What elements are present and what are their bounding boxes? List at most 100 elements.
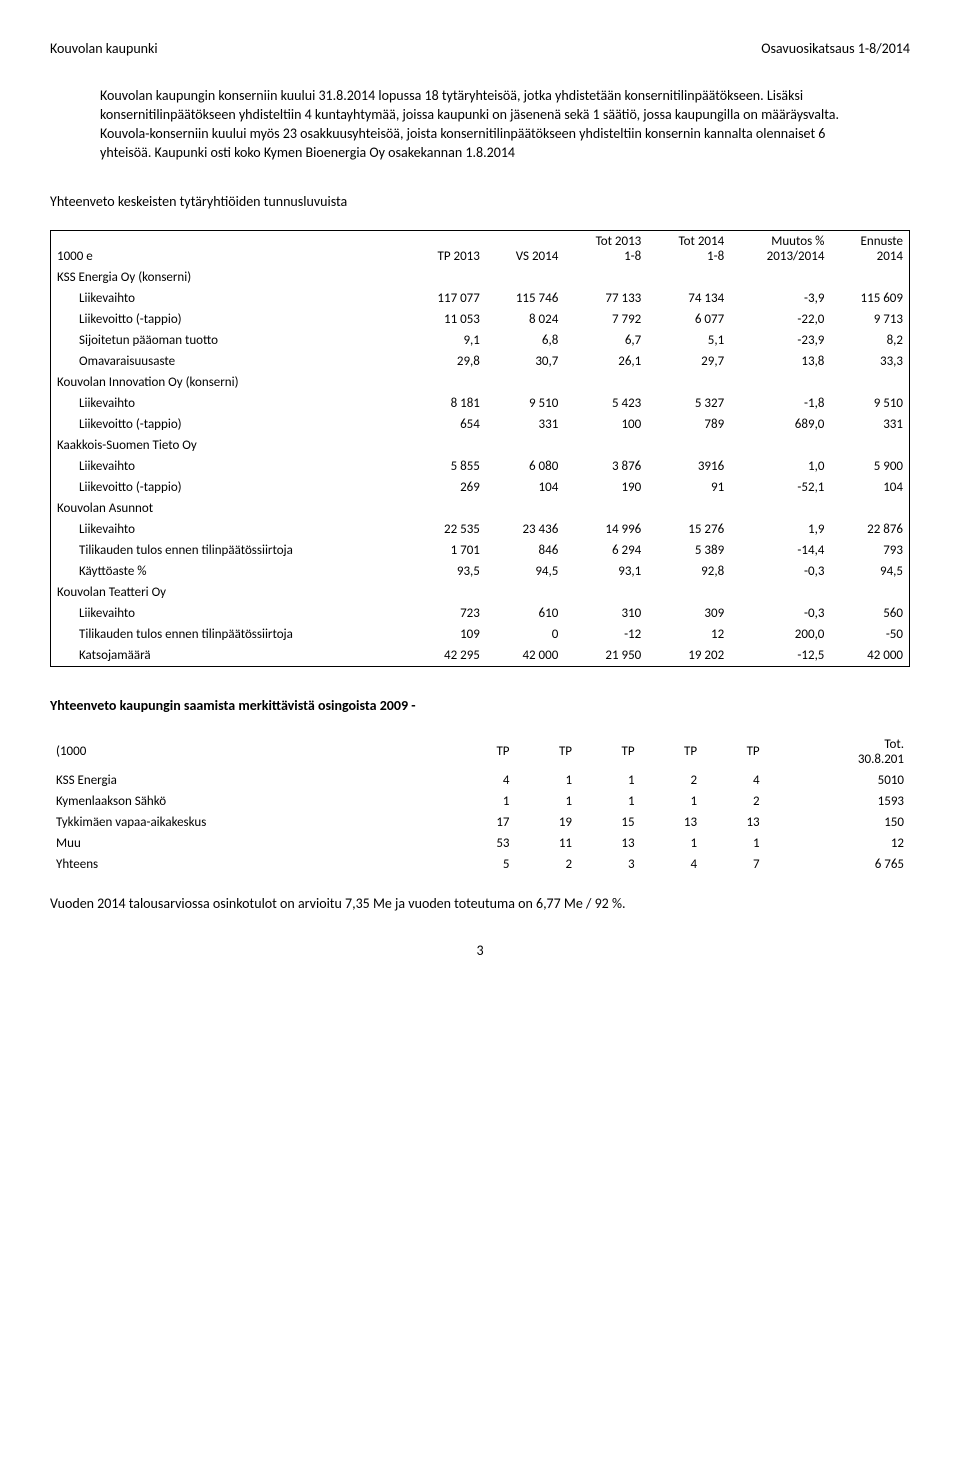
div-col-header: TP <box>703 734 766 770</box>
cell-value: 77 133 <box>564 288 647 309</box>
cell-value: 8 181 <box>408 393 486 414</box>
dividends-cell: 1 <box>578 791 641 812</box>
cell-value: 1,0 <box>730 456 830 477</box>
row-label: Sijoitetun pääoman tuotto <box>51 330 408 351</box>
cell-value: 5 423 <box>564 393 647 414</box>
cell-value: 42 000 <box>830 645 909 667</box>
table-row: Tilikauden tulos ennen tilinpäätössiirto… <box>51 624 910 645</box>
dividends-cell: 12 <box>766 833 910 854</box>
cell-value: 8,2 <box>830 330 909 351</box>
cell-value: -12,5 <box>730 645 830 667</box>
dividends-header-row: (1000TPTPTPTPTPTot. 30.8.201 <box>50 734 910 770</box>
cell-value: -22,0 <box>730 309 830 330</box>
cell-value: 19 202 <box>647 645 730 667</box>
cell-value: 9 510 <box>830 393 909 414</box>
div-col-header: TP <box>516 734 579 770</box>
div-col-header: TP <box>578 734 641 770</box>
cell-value: -50 <box>830 624 909 645</box>
cell-value: 100 <box>564 414 647 435</box>
div-col-header: (1000 <box>50 734 453 770</box>
cell-value: 3 876 <box>564 456 647 477</box>
div-col-header: TP <box>453 734 516 770</box>
cell-value: 115 609 <box>830 288 909 309</box>
dividends-cell: 19 <box>516 812 579 833</box>
dividends-cell: 13 <box>703 812 766 833</box>
cell-value: 723 <box>408 603 486 624</box>
summary-title: Yhteenveto keskeisten tytäryhtiöiden tun… <box>50 193 910 210</box>
cell-value: 1,9 <box>730 519 830 540</box>
page-header: Kouvolan kaupunki Osavuosikatsaus 1-8/20… <box>50 40 910 57</box>
dividends-cell: 4 <box>641 854 704 875</box>
cell-value: 6,7 <box>564 330 647 351</box>
cell-value: 1 701 <box>408 540 486 561</box>
table-row: Liikevoitto (-tappio)11 0538 0247 7926 0… <box>51 309 910 330</box>
col-muutos: Muutos % 2013/2014 <box>730 230 830 267</box>
table-row: Liikevaihto723610310309-0,3560 <box>51 603 910 624</box>
row-label: Liikevaihto <box>51 519 408 540</box>
cell-value: 269 <box>408 477 486 498</box>
cell-value: 789 <box>647 414 730 435</box>
dividends-cell: 150 <box>766 812 910 833</box>
dividends-cell: 1 <box>578 770 641 791</box>
dividends-cell: 3 <box>578 854 641 875</box>
row-label: Liikevoitto (-tappio) <box>51 414 408 435</box>
cell-value: 42 295 <box>408 645 486 667</box>
dividends-cell: 1 <box>516 770 579 791</box>
cell-value: 21 950 <box>564 645 647 667</box>
group-title-row: Kouvolan Innovation Oy (konserni) <box>51 372 910 393</box>
table-row: Sijoitetun pääoman tuotto9,16,86,75,1-23… <box>51 330 910 351</box>
cell-value: -12 <box>564 624 647 645</box>
cell-value: 846 <box>486 540 564 561</box>
header-right: Osavuosikatsaus 1-8/2014 <box>761 40 910 57</box>
col-vs2014: VS 2014 <box>486 230 564 267</box>
dividends-cell: 11 <box>516 833 579 854</box>
dividends-cell: 1 <box>453 791 516 812</box>
row-label: Tilikauden tulos ennen tilinpäätössiirto… <box>51 540 408 561</box>
dividends-cell: 1 <box>516 791 579 812</box>
cell-value: 94,5 <box>486 561 564 582</box>
dividends-cell: 1 <box>641 833 704 854</box>
cell-value: 654 <box>408 414 486 435</box>
cell-value: 0 <box>486 624 564 645</box>
cell-value: 5 389 <box>647 540 730 561</box>
group-title: Kouvolan Teatteri Oy <box>51 582 910 603</box>
dividends-cell: 17 <box>453 812 516 833</box>
group-title-row: Kaakkois-Suomen Tieto Oy <box>51 435 910 456</box>
cell-value: 14 996 <box>564 519 647 540</box>
dividends-row: KSS Energia411245010 <box>50 770 910 791</box>
dividends-cell: 13 <box>578 833 641 854</box>
table-row: Tilikauden tulos ennen tilinpäätössiirto… <box>51 540 910 561</box>
row-label: Liikevaihto <box>51 456 408 477</box>
row-label: Käyttöaste % <box>51 561 408 582</box>
cell-value: -23,9 <box>730 330 830 351</box>
dividends-row: Kymenlaakson Sähkö111121593 <box>50 791 910 812</box>
dividends-table: (1000TPTPTPTPTPTot. 30.8.201 KSS Energia… <box>50 734 910 875</box>
cell-value: 115 746 <box>486 288 564 309</box>
cell-value: 13,8 <box>730 351 830 372</box>
group-title-row: Kouvolan Teatteri Oy <box>51 582 910 603</box>
dividends-cell: 2 <box>516 854 579 875</box>
dividends-cell: 6 765 <box>766 854 910 875</box>
footer-line: Vuoden 2014 talousarviossa osinkotulot o… <box>50 895 910 912</box>
dividends-cell: 5 <box>453 854 516 875</box>
cell-value: 91 <box>647 477 730 498</box>
cell-value: 200,0 <box>730 624 830 645</box>
table-row: Liikevaihto117 077115 74677 13374 134-3,… <box>51 288 910 309</box>
group-title: KSS Energia Oy (konserni) <box>51 267 910 288</box>
table-row: Käyttöaste %93,594,593,192,8-0,394,5 <box>51 561 910 582</box>
cell-value: 92,8 <box>647 561 730 582</box>
row-label: Liikevaihto <box>51 393 408 414</box>
cell-value: 109 <box>408 624 486 645</box>
dividends-cell: 15 <box>578 812 641 833</box>
cell-value: 104 <box>486 477 564 498</box>
cell-value: 793 <box>830 540 909 561</box>
cell-value: 74 134 <box>647 288 730 309</box>
dividends-row-label: Yhteens <box>50 854 453 875</box>
row-label: Omavaraisuusaste <box>51 351 408 372</box>
cell-value: 5 855 <box>408 456 486 477</box>
cell-value: 26,1 <box>564 351 647 372</box>
table-row: Omavaraisuusaste29,830,726,129,713,833,3 <box>51 351 910 372</box>
cell-value: 93,1 <box>564 561 647 582</box>
subsidiaries-table: 1000 e TP 2013 VS 2014 Tot 2013 1-8 Tot … <box>50 230 910 667</box>
col-tot2013: Tot 2013 1-8 <box>564 230 647 267</box>
